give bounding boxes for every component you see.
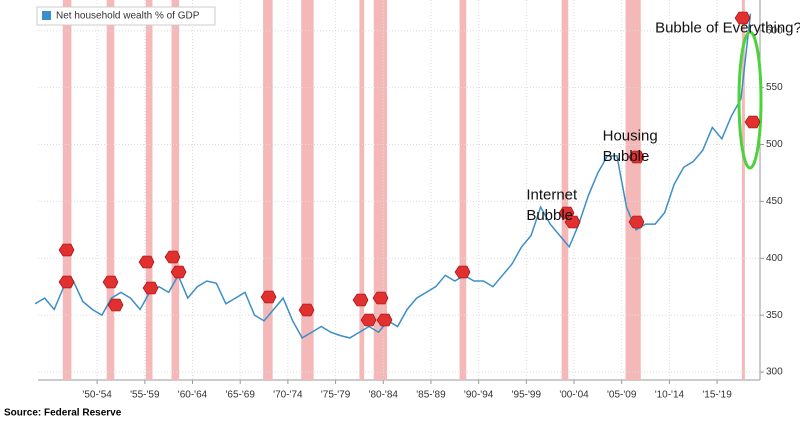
recession-band	[263, 0, 273, 380]
event-marker	[628, 150, 645, 164]
event-marker	[142, 281, 159, 295]
annotation: Bubble	[526, 207, 573, 224]
x-tick-label: '65-'69	[225, 390, 255, 401]
event-marker	[138, 255, 155, 269]
event-marker	[58, 243, 75, 257]
recession-band	[741, 0, 745, 380]
recession-band	[62, 0, 72, 380]
event-marker	[372, 291, 389, 305]
x-tick-label: '70-'74	[273, 390, 303, 401]
recession-band	[561, 0, 569, 380]
event-marker	[564, 215, 581, 229]
recession-band	[301, 0, 314, 380]
x-tick-label: '90-'94	[464, 390, 494, 401]
y-tick-label: 450	[766, 196, 783, 207]
x-tick-label: '50-'54	[82, 390, 112, 401]
recession-band	[171, 0, 180, 380]
y-tick-label: 350	[766, 310, 783, 321]
x-tick-label: '85-'89	[416, 390, 446, 401]
x-tick-label: '75-'79	[321, 390, 351, 401]
event-marker	[260, 290, 277, 304]
recession-band	[359, 0, 365, 380]
plot: 300 350 400 450 500 550 600 '50-'54 '55-'59 '60-'…	[34, 0, 783, 401]
x-tick-label: '05-'09	[607, 390, 637, 401]
source: Source: Federal Reserve	[4, 408, 122, 419]
legend-label: Net household wealth % of GDP	[56, 11, 200, 22]
x-tick-label: '15-'19	[702, 390, 732, 401]
x-tick-label: '95-'99	[512, 390, 542, 401]
annotation: Internet	[526, 187, 578, 204]
recession-band	[459, 0, 467, 380]
annotation: Bubble of Everything?	[655, 19, 800, 36]
y-tick-label: 300	[766, 367, 783, 378]
x-tick-label: '60-'64	[178, 390, 208, 401]
event-marker	[360, 313, 377, 327]
legend-swatch	[42, 11, 51, 20]
event-marker	[298, 303, 315, 317]
x-tick-label: '80-'84	[369, 390, 399, 401]
recession-band	[625, 0, 641, 380]
event-marker	[744, 115, 761, 129]
event-marker	[164, 250, 181, 264]
annotation: Bubble	[603, 148, 650, 165]
legend	[36, 6, 216, 26]
y-tick-label: 550	[766, 82, 783, 93]
event-marker	[734, 11, 751, 25]
y-tick-label: 600	[766, 25, 783, 36]
highlight-ellipse	[737, 30, 763, 170]
recession-band	[145, 0, 153, 380]
recession-band	[106, 0, 115, 380]
event-marker	[170, 265, 187, 279]
y-tick-label: 500	[766, 139, 783, 150]
event-marker	[102, 275, 119, 289]
event-marker	[454, 265, 471, 279]
event-marker	[376, 313, 393, 327]
y-tick-label: 400	[766, 253, 783, 264]
event-marker	[107, 298, 124, 312]
event-marker	[352, 293, 369, 307]
annotation: Housing	[603, 127, 658, 144]
x-tick-label: '00-'04	[559, 390, 589, 401]
event-marker	[58, 275, 75, 289]
x-tick-label: '10-'14	[655, 390, 685, 401]
event-marker	[628, 215, 645, 229]
x-tick-label: '55-'59	[130, 390, 160, 401]
